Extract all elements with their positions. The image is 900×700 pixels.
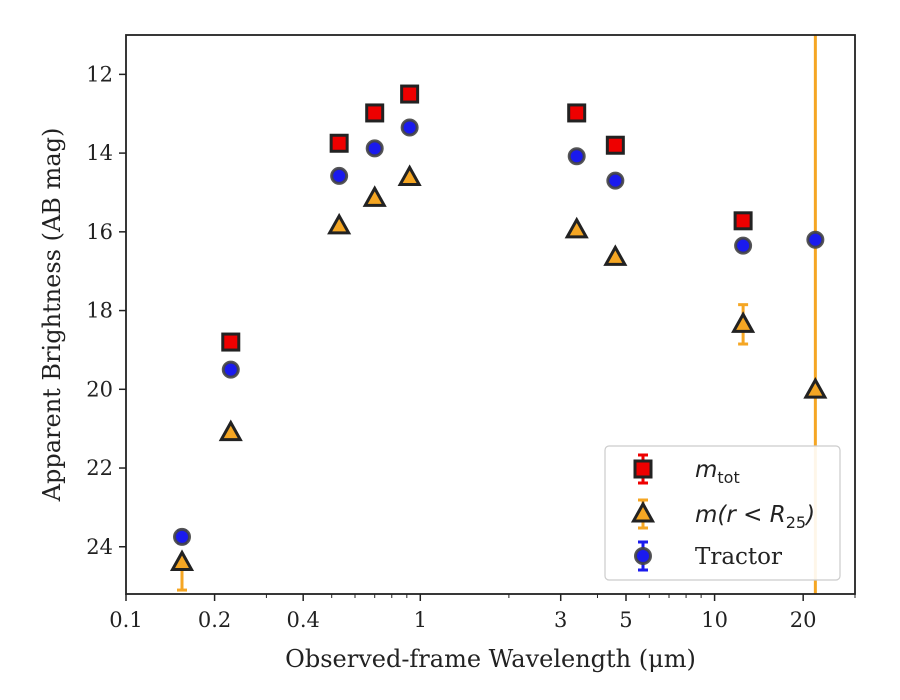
triangle-point — [362, 185, 387, 207]
x-tick-label: 0.4 — [286, 608, 319, 632]
circle-point — [567, 147, 586, 166]
triangle-point — [731, 311, 756, 333]
x-axis: 0.1 0.2 0.4 1 3 5 10 20 — [109, 594, 856, 632]
square-point — [733, 211, 753, 231]
legend-marker-triangle — [630, 500, 656, 523]
triangle-point — [327, 212, 352, 235]
circle-point — [365, 139, 384, 158]
y-axis: 12 14 16 18 20 22 24 — [86, 62, 126, 559]
legend-marker-circle — [634, 547, 652, 565]
x-axis-label: Observed-frame Wavelength (μm) — [285, 645, 696, 673]
y-tick-label: 14 — [86, 141, 113, 165]
y-tick-label: 12 — [86, 62, 113, 86]
circle-point — [173, 527, 192, 546]
x-tick-label: 0.2 — [198, 608, 231, 632]
y-tick-label: 22 — [86, 456, 113, 480]
circle-point — [400, 118, 419, 137]
y-tick-label: 24 — [86, 535, 113, 559]
x-tick-label: 20 — [790, 608, 817, 632]
x-tick-label: 0.1 — [109, 608, 142, 632]
y-axis-label: Apparent Brightness (AB mag) — [38, 128, 66, 503]
square-point — [567, 103, 587, 123]
triangle-point — [564, 216, 589, 239]
square-point — [221, 332, 241, 352]
y-tick-label: 20 — [86, 377, 113, 401]
triangle-point — [397, 164, 422, 187]
plot-frame — [125, 34, 856, 595]
square-point — [329, 133, 349, 153]
triangle-point — [169, 549, 195, 572]
square-point — [605, 135, 625, 155]
x-tick-label: 10 — [701, 608, 728, 632]
triangle-point — [218, 419, 243, 442]
triangle-point — [803, 377, 828, 399]
x-tick-label: 5 — [619, 608, 632, 632]
circle-point — [734, 236, 753, 255]
y-tick-label: 16 — [86, 220, 113, 244]
legend-entry-label: m(r < R25) — [695, 502, 815, 532]
legend-box — [604, 445, 841, 581]
circle-point — [330, 166, 349, 185]
square-point — [365, 103, 385, 123]
x-tick-label: 3 — [554, 608, 567, 632]
legend-entry-label: mtot — [695, 457, 740, 487]
triangle-point — [603, 244, 628, 266]
plot-area — [169, 35, 828, 594]
legend: mtot m(r < R25) Tractor — [604, 445, 841, 581]
y-tick-label: 18 — [86, 299, 113, 323]
square-point — [400, 84, 420, 104]
legend-entry-label: Tractor — [695, 544, 782, 570]
legend-marker-square — [633, 459, 653, 479]
circle-point — [806, 230, 825, 249]
circle-point — [606, 171, 625, 190]
x-tick-label: 1 — [414, 608, 427, 632]
circle-point — [221, 360, 240, 379]
